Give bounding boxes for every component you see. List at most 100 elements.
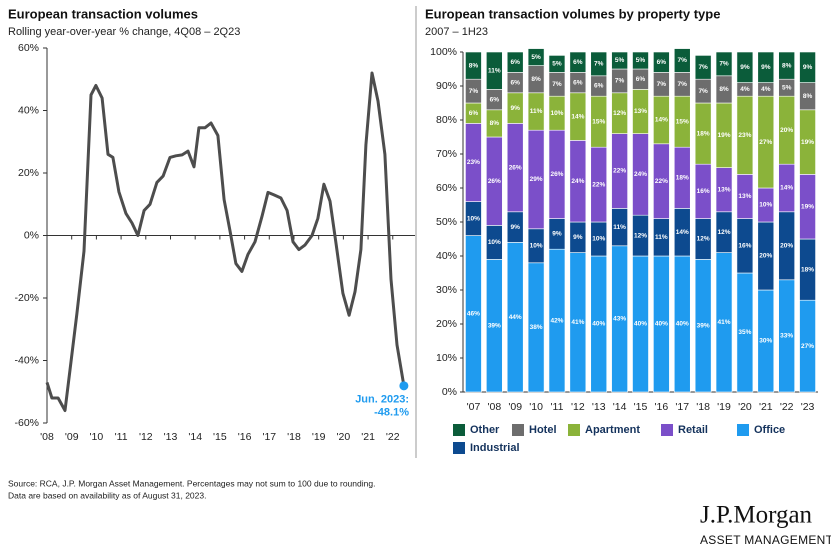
data-label: 7% (657, 81, 667, 88)
logo: J.P.Morgan (700, 502, 813, 529)
x-tick-label: '18 (287, 431, 301, 443)
data-label: 33% (780, 333, 793, 340)
x-tick-label: '10 (529, 401, 543, 413)
x-tick-label: '20 (738, 401, 752, 413)
data-label: 22% (613, 168, 626, 175)
data-label: 10% (759, 202, 772, 209)
legend-label: Office (754, 424, 785, 436)
left-subtitle: Rolling year-over-year % change, 4Q08 – … (8, 26, 240, 38)
data-label: 41% (571, 319, 584, 326)
y-tick-label: 70% (436, 148, 457, 160)
bar-segment (590, 51, 608, 77)
x-tick-label: '21 (759, 401, 773, 413)
data-label: 12% (697, 236, 710, 243)
annotation: Jun. 2023: (355, 394, 409, 406)
data-label: 39% (697, 322, 710, 329)
data-label: 6% (511, 59, 521, 66)
bar-segment (506, 51, 524, 73)
x-tick-label: '13 (592, 401, 606, 413)
x-tick-label: '19 (312, 431, 326, 443)
x-tick-label: '11 (115, 431, 128, 443)
data-label: 15% (592, 118, 605, 125)
x-tick-label: '12 (571, 401, 585, 413)
data-label: 16% (738, 243, 751, 250)
y-tick-label: 20% (18, 167, 39, 179)
bar-segment (715, 51, 733, 77)
data-label: 22% (592, 181, 605, 188)
data-label: 10% (467, 215, 480, 222)
x-tick-label: '17 (262, 431, 276, 443)
data-label: 19% (718, 132, 731, 139)
data-label: 7% (469, 88, 479, 95)
bar-segment (736, 51, 754, 83)
x-tick-label: '16 (655, 401, 669, 413)
data-label: 24% (571, 178, 584, 185)
data-label: 7% (615, 78, 625, 85)
y-tick-label: 80% (436, 114, 457, 126)
data-label: 22% (655, 178, 668, 185)
data-label: 9% (511, 224, 521, 231)
x-tick-label: '15 (213, 431, 227, 443)
y-tick-label: 100% (430, 46, 457, 58)
y-tick-label: 30% (436, 284, 457, 296)
data-label: 10% (530, 243, 543, 250)
y-tick-label: 50% (436, 216, 457, 228)
legend-swatch (661, 424, 673, 436)
data-label: 19% (801, 139, 814, 146)
x-tick-label: '14 (613, 401, 627, 413)
bar-segment (569, 51, 587, 73)
data-label: 8% (782, 62, 792, 69)
data-label: 14% (676, 229, 689, 236)
data-label: 6% (594, 83, 604, 90)
data-label: 44% (509, 314, 522, 321)
x-tick-label: '18 (696, 401, 710, 413)
data-label: 12% (613, 110, 626, 117)
legend-label: Retail (678, 424, 708, 436)
bar-segment (465, 51, 482, 80)
data-label: 14% (655, 117, 668, 124)
data-label: 14% (780, 185, 793, 192)
data-label: 40% (592, 321, 605, 328)
bar-segment (799, 51, 816, 83)
data-label: 26% (488, 178, 501, 185)
y-tick-label: -40% (14, 354, 39, 366)
legend-swatch (568, 424, 580, 436)
data-label: 5% (615, 57, 625, 64)
left-title: European transaction volumes (8, 6, 198, 21)
logo-sub: ASSET MANAGEMENT (700, 533, 831, 547)
bar-segment (611, 51, 628, 70)
x-tick-label: '21 (361, 431, 375, 443)
data-label: 43% (613, 316, 626, 323)
data-label: 18% (676, 175, 689, 182)
data-label: 18% (801, 266, 814, 273)
x-tick-label: '12 (139, 431, 153, 443)
x-tick-label: '09 (65, 431, 79, 443)
data-label: 29% (530, 176, 543, 183)
data-label: 7% (552, 81, 562, 88)
y-tick-label: 20% (436, 318, 457, 330)
data-label: 16% (697, 188, 710, 195)
data-label: 5% (531, 54, 541, 61)
data-label: 6% (573, 79, 583, 86)
data-label: 11% (530, 108, 543, 115)
data-label: 10% (488, 239, 501, 246)
data-label: 6% (511, 79, 521, 86)
line (45, 71, 406, 412)
data-label: 27% (759, 139, 772, 146)
data-label: 39% (488, 322, 501, 329)
bar-segment (673, 48, 691, 73)
legend-label: Hotel (529, 424, 557, 436)
data-label: 8% (803, 93, 813, 100)
right-title: European transaction volumes by property… (425, 6, 720, 21)
data-label: 20% (780, 243, 793, 250)
data-label: 7% (719, 61, 729, 68)
data-label: 11% (613, 224, 626, 231)
y-tick-label: 0% (442, 386, 457, 398)
legend-swatch (512, 424, 524, 436)
data-label: 5% (636, 57, 646, 64)
x-tick-label: '20 (337, 431, 351, 443)
data-label: 35% (738, 329, 751, 336)
x-tick-label: '14 (188, 431, 202, 443)
data-label: 4% (761, 86, 771, 93)
data-label: 20% (780, 127, 793, 134)
